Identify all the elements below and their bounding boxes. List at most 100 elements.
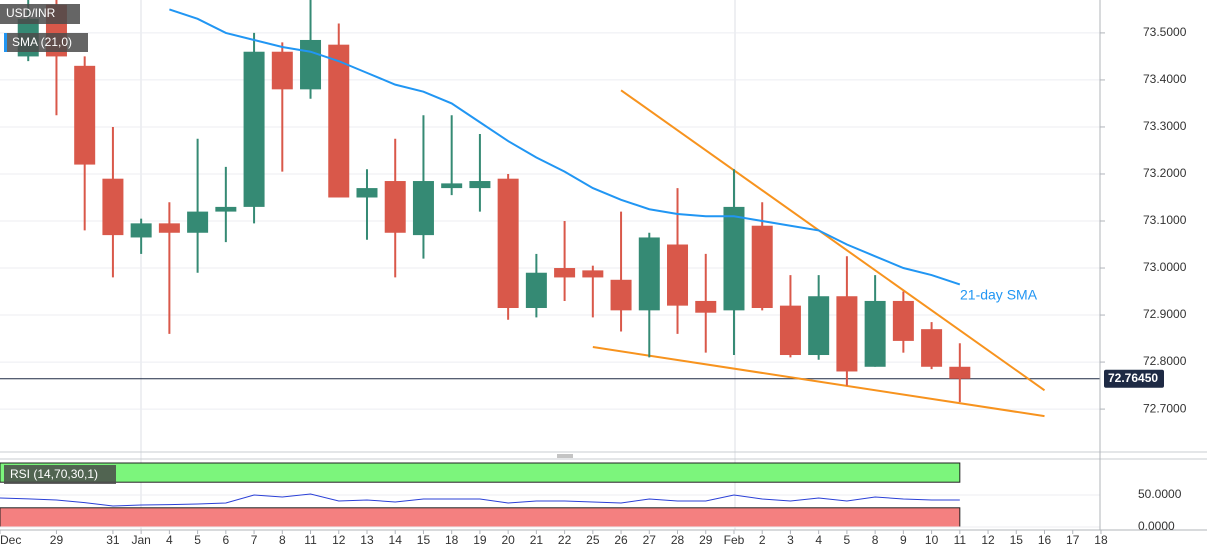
x-tick-label: 2	[759, 533, 766, 547]
trendline	[620, 89, 1046, 392]
x-tick-label: 9	[900, 533, 907, 547]
candle-body	[751, 225, 773, 308]
candle-body	[441, 183, 463, 189]
rsi-tick-label: 50.0000	[1138, 487, 1182, 501]
candle-body	[610, 279, 632, 311]
candle-body	[779, 305, 801, 356]
symbol-box	[0, 4, 80, 24]
rsi-oversold-band	[0, 507, 961, 528]
candle-body	[74, 65, 96, 165]
x-tick-label: 28	[671, 533, 685, 547]
candle-body	[808, 296, 830, 356]
y-tick-label: 72.8000	[1143, 354, 1187, 368]
candle-body	[949, 366, 971, 379]
candle-body	[243, 51, 265, 207]
x-tick-label: Jan	[131, 533, 150, 547]
last-price-box	[1104, 369, 1164, 388]
candle-body	[723, 206, 745, 311]
last-price-label: 72.76450	[1108, 371, 1158, 385]
candle-body	[412, 181, 434, 236]
sma-legend-label: SMA (21,0)	[12, 35, 72, 49]
x-tick-label: 10	[925, 533, 939, 547]
x-tick-label: 15	[417, 533, 431, 547]
sma-annotation: 21-day SMA	[960, 287, 1038, 303]
x-tick-label: 22	[558, 533, 572, 547]
candle-body	[525, 272, 547, 308]
x-tick-label: 11	[304, 533, 317, 547]
x-tick-label: 19	[473, 533, 487, 547]
candle-body	[271, 51, 293, 90]
rsi-legend-box	[4, 465, 116, 484]
candle-body	[158, 223, 180, 233]
x-tick-label: 11	[954, 533, 967, 547]
rsi-overbought-band	[0, 462, 961, 483]
overlay: USD/INR SMA (21,0) RSI (14,70,30,1) 21-d…	[0, 4, 1164, 484]
sma-legend-box	[4, 33, 88, 52]
y-tick-label: 73.5000	[1143, 25, 1187, 39]
x-tick-label: 29	[50, 533, 64, 547]
candle-body	[638, 237, 660, 311]
x-tick-label: 27	[643, 533, 657, 547]
x-tick-label: 12	[332, 533, 346, 547]
rsi-line	[0, 493, 960, 507]
x-tick-label: 3	[787, 533, 794, 547]
x-tick-label: 31	[106, 533, 120, 547]
x-tick-label: 20	[501, 533, 515, 547]
candle-body	[469, 181, 491, 189]
candle-body	[921, 329, 943, 367]
sma-legend-swatch	[4, 33, 7, 52]
x-tick-label: 5	[844, 533, 851, 547]
candle-body	[356, 188, 378, 198]
x-tick-label: 6	[222, 533, 229, 547]
candle-body	[695, 300, 717, 313]
y-tick-label: 72.7000	[1143, 401, 1187, 415]
y-tick-label: 73.1000	[1143, 213, 1187, 227]
x-tick-label: 15	[1010, 533, 1024, 547]
candle-body	[328, 44, 350, 198]
candle-body	[554, 268, 576, 278]
x-tick-label: 29	[699, 533, 713, 547]
candle-body	[384, 181, 406, 233]
x-tick-label: 5	[194, 533, 201, 547]
rsi-legend-label: RSI (14,70,30,1)	[10, 467, 98, 481]
x-tick-label: 13	[360, 533, 374, 547]
rsi-tick-label: 0.0000	[1138, 519, 1175, 533]
x-tick-label: 7	[251, 533, 258, 547]
x-tick-label: 17	[1066, 533, 1080, 547]
x-tick-label: 21	[530, 533, 544, 547]
candle-body	[215, 206, 237, 212]
candle-body	[892, 300, 914, 341]
candle-body	[300, 39, 322, 90]
trendline	[592, 346, 1045, 418]
y-tick-label: 73.3000	[1143, 119, 1187, 133]
x-tick-label: 12	[981, 533, 995, 547]
x-tick-label: 18	[445, 533, 459, 547]
candle-body	[187, 211, 209, 233]
x-tick-label: 4	[815, 533, 822, 547]
x-tick-label: 4	[166, 533, 173, 547]
x-tick-label: 26	[614, 533, 628, 547]
candle-body	[497, 178, 519, 308]
candle-body	[102, 178, 124, 236]
x-tick-label: 25	[586, 533, 600, 547]
y-tick-label: 73.0000	[1143, 260, 1187, 274]
x-tick-label: Dec	[0, 533, 21, 547]
candle-body	[836, 296, 858, 372]
candle-body	[667, 244, 689, 306]
x-tick-label: 8	[872, 533, 879, 547]
sma-line	[169, 8, 961, 286]
candle-body	[582, 270, 604, 278]
x-tick-label: 18	[1094, 533, 1108, 547]
x-tick-label: 16	[1038, 533, 1052, 547]
y-tick-label: 73.4000	[1143, 72, 1187, 86]
x-tick-label: Feb	[724, 533, 745, 547]
x-tick-label: 8	[279, 533, 286, 547]
y-tick-label: 73.2000	[1143, 166, 1187, 180]
candle-body	[864, 300, 886, 367]
candle-body	[130, 223, 152, 238]
y-tick-label: 72.9000	[1143, 307, 1187, 321]
x-tick-label: 14	[389, 533, 403, 547]
symbol-label: USD/INR	[6, 6, 56, 20]
